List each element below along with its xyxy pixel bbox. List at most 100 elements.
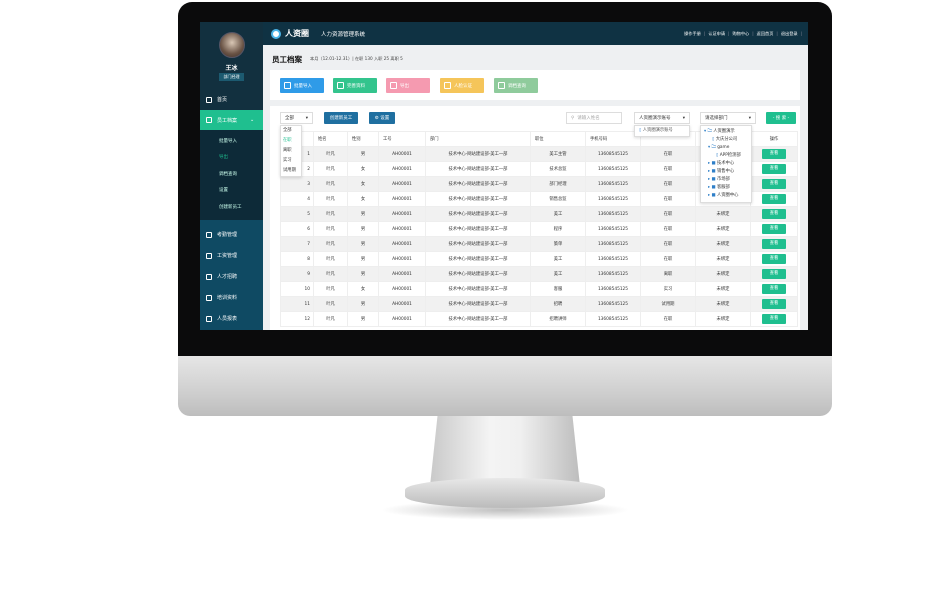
view-button[interactable]: 查看 xyxy=(762,299,786,309)
submenu-item[interactable]: 批量导入 xyxy=(219,139,237,144)
tree-node[interactable]: ▾ 🗀 人资圈演示 xyxy=(701,128,751,136)
folder-icon: ▯ xyxy=(716,153,720,158)
sidebar-item-attendance[interactable]: 考勤管理 xyxy=(200,224,263,245)
tree-node[interactable]: ▾ 🗀 game xyxy=(701,144,751,152)
button-label: 导出 xyxy=(400,83,409,89)
status-select[interactable]: 全部 ▾ xyxy=(280,112,313,124)
dropdown-option[interactable]: 离职 xyxy=(283,148,292,153)
action-button[interactable]: 批量导入 xyxy=(280,78,324,93)
column-header[interactable]: 手机号码 xyxy=(585,131,641,147)
link-shop[interactable]: 购物中心 xyxy=(732,30,750,36)
table-cell: 男 xyxy=(347,206,379,222)
column-header[interactable]: 操作 xyxy=(750,131,798,147)
submenu-item[interactable]: 创建新员工 xyxy=(219,204,242,210)
table-cell: 技术总监 xyxy=(530,161,586,177)
table-cell: 13608545125 xyxy=(585,206,641,222)
link-logout[interactable]: 退出登录 xyxy=(780,30,798,36)
search-button[interactable]: - 搜 索 - xyxy=(766,112,796,124)
search-input[interactable]: ⚲ 请输入姓名 xyxy=(566,112,622,124)
table-cell: 未绑定 xyxy=(695,311,751,327)
settings-button[interactable]: ⚙ 设置 xyxy=(369,112,395,124)
department-select[interactable]: 请选择部门 ▾ xyxy=(700,112,756,124)
dropdown-option[interactable]: ▯ 人资圈演示账号 xyxy=(635,126,689,136)
submenu-item[interactable]: 调档查询 xyxy=(219,171,237,177)
account-select[interactable]: 人资圈演示账号 ▾ xyxy=(634,112,690,124)
view-button[interactable]: 查看 xyxy=(762,149,786,159)
column-header[interactable]: 性别 xyxy=(347,131,379,147)
sidebar-label: 员工档案 xyxy=(217,117,238,124)
tree-node[interactable]: ▸ ■ 市场部 xyxy=(701,176,751,184)
link-home[interactable]: 返回首页 xyxy=(756,30,774,36)
sidebar-item-training[interactable]: 培训资料 xyxy=(200,287,263,308)
table-cell: 在职 xyxy=(640,206,696,222)
page-title: 员工档案 xyxy=(272,55,302,64)
dropdown-option[interactable]: 试用期 xyxy=(283,168,296,173)
view-button[interactable]: 查看 xyxy=(762,254,786,264)
user-role: 部门经理 xyxy=(219,73,244,81)
tree-node[interactable]: ▸ ■ 技术中心 xyxy=(701,160,751,168)
tree-node[interactable]: ▯ 大庆分公司 xyxy=(701,136,751,144)
sidebar-item-recruit[interactable]: 人才招聘 xyxy=(200,266,263,287)
view-button[interactable]: 查看 xyxy=(762,314,786,324)
column-header[interactable]: 姓名 xyxy=(313,131,348,147)
table-cell: 女 xyxy=(347,191,379,207)
table-row: 12 叶凡男 AH00001 技术中心-网站建设部-美工一部 招聘讲师 136085451… xyxy=(280,311,798,327)
sidebar-item-employee-files[interactable]: 员工档案 ⌄ xyxy=(200,110,263,130)
table-cell: 11 xyxy=(280,296,314,312)
table-cell: 叶凡 xyxy=(313,206,348,222)
select-value: 全部 xyxy=(285,116,294,121)
view-button[interactable]: 查看 xyxy=(762,209,786,219)
action-button[interactable]: 人脸认证 xyxy=(440,78,484,93)
submenu-item[interactable]: 导出 xyxy=(219,155,228,161)
table-cell: 男 xyxy=(347,266,379,282)
tree-node[interactable]: ▯ APP检测部 xyxy=(701,152,751,160)
table-cell: 叶凡 xyxy=(313,251,348,267)
action-button[interactable]: 导出 xyxy=(386,78,430,93)
table-cell: 13608545125 xyxy=(585,161,641,177)
table-cell: 策单 xyxy=(530,236,586,252)
sidebar-item-reports[interactable]: 人员报表 xyxy=(200,308,263,329)
sidebar-item-salary[interactable]: 工资管理 xyxy=(200,245,263,266)
table-cell: 未绑定 xyxy=(695,221,751,237)
folder-icon: ▸ ■ xyxy=(708,177,717,182)
tree-node[interactable]: ▸ ■ 销售中心 xyxy=(701,168,751,176)
view-button[interactable]: 查看 xyxy=(762,194,786,204)
table-cell: AH00001 xyxy=(378,206,426,222)
table-cell: 在职 xyxy=(640,311,696,327)
button-label: 人脸认证 xyxy=(454,83,472,89)
action-button[interactable]: 完善资料 xyxy=(333,78,377,93)
view-button[interactable]: 查看 xyxy=(762,224,786,234)
tree-node[interactable]: ▸ ■ 客服部 xyxy=(701,184,751,192)
submenu-item[interactable]: 设置 xyxy=(219,188,228,194)
column-header[interactable]: 工号 xyxy=(378,131,426,147)
view-button[interactable]: 查看 xyxy=(762,179,786,189)
table-cell: 13608545125 xyxy=(585,236,641,252)
tree-label: game xyxy=(717,145,730,150)
action-button[interactable]: 调档查询 xyxy=(494,78,538,93)
column-header[interactable]: 部门 xyxy=(425,131,531,147)
avatar[interactable] xyxy=(218,32,245,58)
sidebar-item-home[interactable]: 首页 xyxy=(200,89,263,110)
table-cell: 在职 xyxy=(640,251,696,267)
dropdown-option[interactable]: 实习 xyxy=(283,158,292,163)
table-cell: 实习 xyxy=(640,281,696,297)
screen: 王冰 部门经理 首页 员工档案 ⌄ 批量导入 导出 调档查询 设置 创建新员工 考… xyxy=(200,22,808,330)
tree-label: APP检测部 xyxy=(719,153,741,158)
table-cell: 6 xyxy=(280,221,314,237)
dropdown-option[interactable]: 全部 xyxy=(283,128,292,133)
create-employee-button[interactable]: 创建新员工 xyxy=(324,112,358,124)
view-button[interactable]: 查看 xyxy=(762,164,786,174)
view-button[interactable]: 查看 xyxy=(762,239,786,249)
view-button[interactable]: 查看 xyxy=(762,284,786,294)
column-header[interactable]: 职位 xyxy=(530,131,586,147)
dropdown-option[interactable]: 在职 xyxy=(283,138,292,143)
link-manual[interactable]: 操作手册 xyxy=(684,30,701,36)
view-button[interactable]: 查看 xyxy=(762,269,786,279)
people-icon xyxy=(206,273,212,280)
link-certify[interactable]: 认证申请 xyxy=(708,30,726,36)
table-cell: 在职 xyxy=(640,146,696,162)
table-cell: 查看 xyxy=(750,296,798,312)
search-icon: ⚲ xyxy=(571,115,575,121)
table-cell: 查看 xyxy=(750,311,798,327)
tree-node[interactable]: ▸ ■ 人资圈中心 xyxy=(701,192,751,200)
